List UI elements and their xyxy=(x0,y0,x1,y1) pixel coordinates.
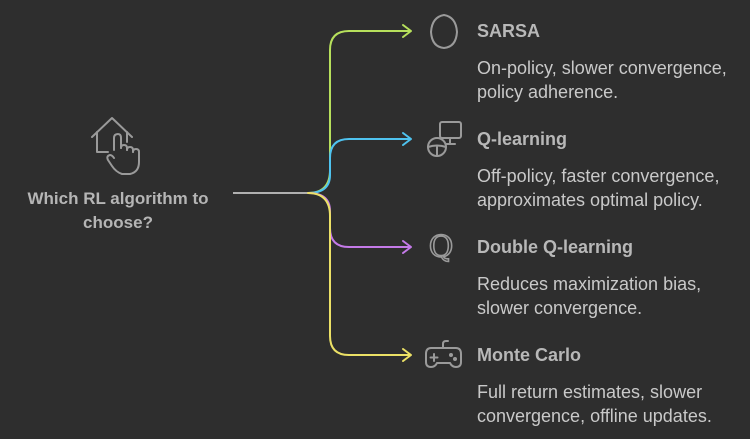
branch-connector-monte-carlo xyxy=(307,192,411,356)
option-title-q-learning: Q-learning xyxy=(477,129,568,149)
house-hand-icon xyxy=(91,117,140,175)
option-title-double-q-learning: Double Q-learning xyxy=(477,237,634,257)
arrowhead-sarsa xyxy=(402,24,412,38)
egg-outline-icon xyxy=(430,14,458,49)
option-title-sarsa: SARSA xyxy=(477,21,541,41)
svg-text:Q: Q xyxy=(429,230,454,265)
branch-connector-q-learning xyxy=(307,138,411,194)
game-controller-icon xyxy=(425,340,462,368)
question-text: Which RL algorithm to choose? xyxy=(27,189,209,232)
branch-connector-sarsa xyxy=(307,30,411,194)
option-title-monte-carlo: Monte Carlo xyxy=(477,345,582,365)
arrowhead-double-q-learning xyxy=(402,240,412,254)
arrowhead-monte-carlo xyxy=(402,348,412,362)
option-description-monte-carlo: Full return estimates, slower convergenc… xyxy=(477,382,712,426)
branch-connector-double-q-learning xyxy=(307,192,411,248)
q-letter-icon: Q xyxy=(428,229,454,266)
option-description-double-q-learning: Reduces maximization bias, slower conver… xyxy=(477,274,702,318)
monitor-steering-wheel-icon xyxy=(427,121,462,157)
arrowhead-q-learning xyxy=(402,132,412,146)
option-description-q-learning: Off-policy, faster convergence, approxim… xyxy=(477,166,720,210)
option-description-sarsa: On-policy, slower convergence, policy ad… xyxy=(477,58,727,102)
